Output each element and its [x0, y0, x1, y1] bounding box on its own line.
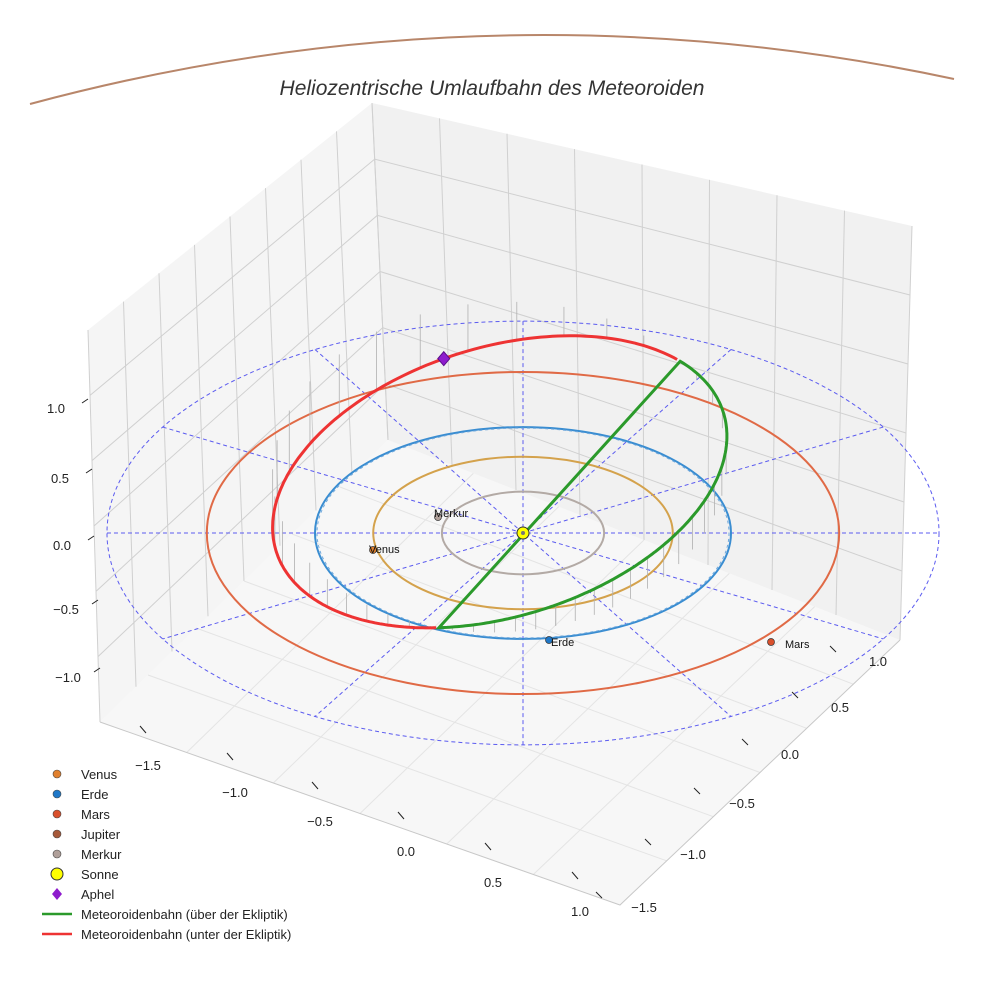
legend-marker: [52, 888, 62, 900]
axis-ticks: −1.5 −1.0 −0.5 0.0 0.5 1.0 1.0 0.5 0.0 −0.5 −1.0 −1…: [47, 398, 887, 919]
reference-spoke: [162, 426, 884, 640]
legend-label: Meteoroidenbahn (über der Ekliptik): [81, 907, 288, 922]
legend: Venus Erde Mars Jupiter Merkur Sonne Aphel Mete…: [42, 767, 291, 942]
back-right-pane: [372, 103, 912, 640]
planet-label-venus: Venus: [369, 544, 400, 556]
meteoroid-orbit: [271, 301, 729, 633]
planet-venus: [369, 546, 377, 554]
z-tick-label: 0.5: [51, 471, 69, 486]
legend-marker: [52, 769, 62, 779]
planet-label-erde: Erde: [551, 637, 574, 649]
x-tick-mark: [484, 842, 492, 851]
x-tick-label: −1.0: [222, 785, 248, 800]
x-tick-label: 0.5: [484, 875, 502, 890]
x-tick-label: −0.5: [307, 814, 333, 829]
grid-line: [89, 158, 911, 396]
planet-label-merkur: Merkur: [434, 508, 469, 520]
legend-marker: [52, 829, 62, 839]
floor-pane: [100, 440, 900, 905]
legend-marker: [52, 809, 62, 819]
legend-marker: [52, 789, 62, 799]
reference-spoke: [162, 426, 884, 640]
jupiter-orbit-arc: [29, 34, 955, 105]
floor-edge: [99, 639, 901, 906]
y-tick-label: 1.0: [869, 654, 887, 669]
legend-label: Meteoroidenbahn (unter der Ekliptik): [81, 927, 291, 942]
x-tick-label: −1.5: [135, 758, 161, 773]
legend-marker: [50, 867, 64, 881]
z-tick-label: −1.0: [55, 670, 81, 685]
x-tick-label: 1.0: [571, 904, 589, 919]
y-tick-label: −1.0: [680, 847, 706, 862]
z-tick-mark: [93, 667, 101, 673]
chart-title: Heliozentrische Umlaufbahn des Meteoroid…: [280, 77, 705, 100]
aphel-marker: [437, 350, 451, 367]
z-tick-label: 1.0: [47, 401, 65, 416]
y-tick-mark: [741, 738, 749, 746]
grid-line: [91, 214, 909, 462]
y-tick-label: −1.5: [631, 900, 657, 915]
planet-erde: [545, 636, 553, 644]
y-tick-label: 0.0: [781, 747, 799, 762]
y-tick-label: −0.5: [729, 796, 755, 811]
orbit-erde: [313, 426, 733, 640]
planet-mars: [767, 638, 775, 646]
legend-label: Venus: [81, 767, 118, 782]
sun-core: [521, 531, 525, 535]
planet-markers: Merkur Venus Erde Mars: [369, 508, 810, 651]
x-tick-label: 0.0: [397, 844, 415, 859]
floor-grid-line: [532, 606, 816, 875]
reference-spoke: [314, 349, 732, 717]
y-tick-label: 0.5: [831, 700, 849, 715]
orbit-merkur: [440, 490, 606, 576]
legend-label: Jupiter: [81, 827, 121, 842]
y-tick-mark: [595, 891, 603, 899]
grid-line: [93, 270, 907, 527]
z-tick-label: 0.0: [53, 538, 71, 553]
meteoroid-path-below: [271, 334, 678, 630]
orbit-mars: [205, 370, 841, 696]
legend-marker: [52, 849, 62, 859]
legend-label: Mars: [81, 807, 110, 822]
orbit-venus: [372, 455, 674, 611]
meteoroid-path-above: [435, 359, 729, 630]
planet-merkur: [434, 513, 442, 521]
legend-label: Aphel: [81, 887, 114, 902]
z-tick-mark: [81, 398, 89, 404]
y-tick-mark: [791, 691, 799, 699]
z-tick-mark: [87, 535, 95, 541]
z-tick-label: −0.5: [53, 602, 79, 617]
z-tick-mark: [85, 468, 93, 474]
y-tick-mark: [693, 787, 701, 795]
legend-label: Sonne: [81, 867, 119, 882]
grid-line: [95, 327, 905, 592]
x-tick-mark: [139, 725, 147, 734]
y-tick-mark: [829, 645, 837, 653]
z-tick-mark: [91, 599, 99, 605]
x-tick-mark: [397, 811, 405, 820]
axes-box: [87, 102, 913, 906]
legend-label: Erde: [81, 787, 108, 802]
x-tick-mark: [311, 781, 319, 790]
x-tick-mark: [571, 871, 579, 880]
reference-spoke: [314, 349, 732, 717]
planet-label-mars: Mars: [785, 639, 810, 651]
planet-orbits: [106, 320, 940, 746]
legend-label: Merkur: [81, 847, 122, 862]
earth-orbit-dashed: [316, 427, 730, 639]
y-tick-mark: [644, 838, 652, 846]
x-tick-mark: [226, 752, 234, 761]
